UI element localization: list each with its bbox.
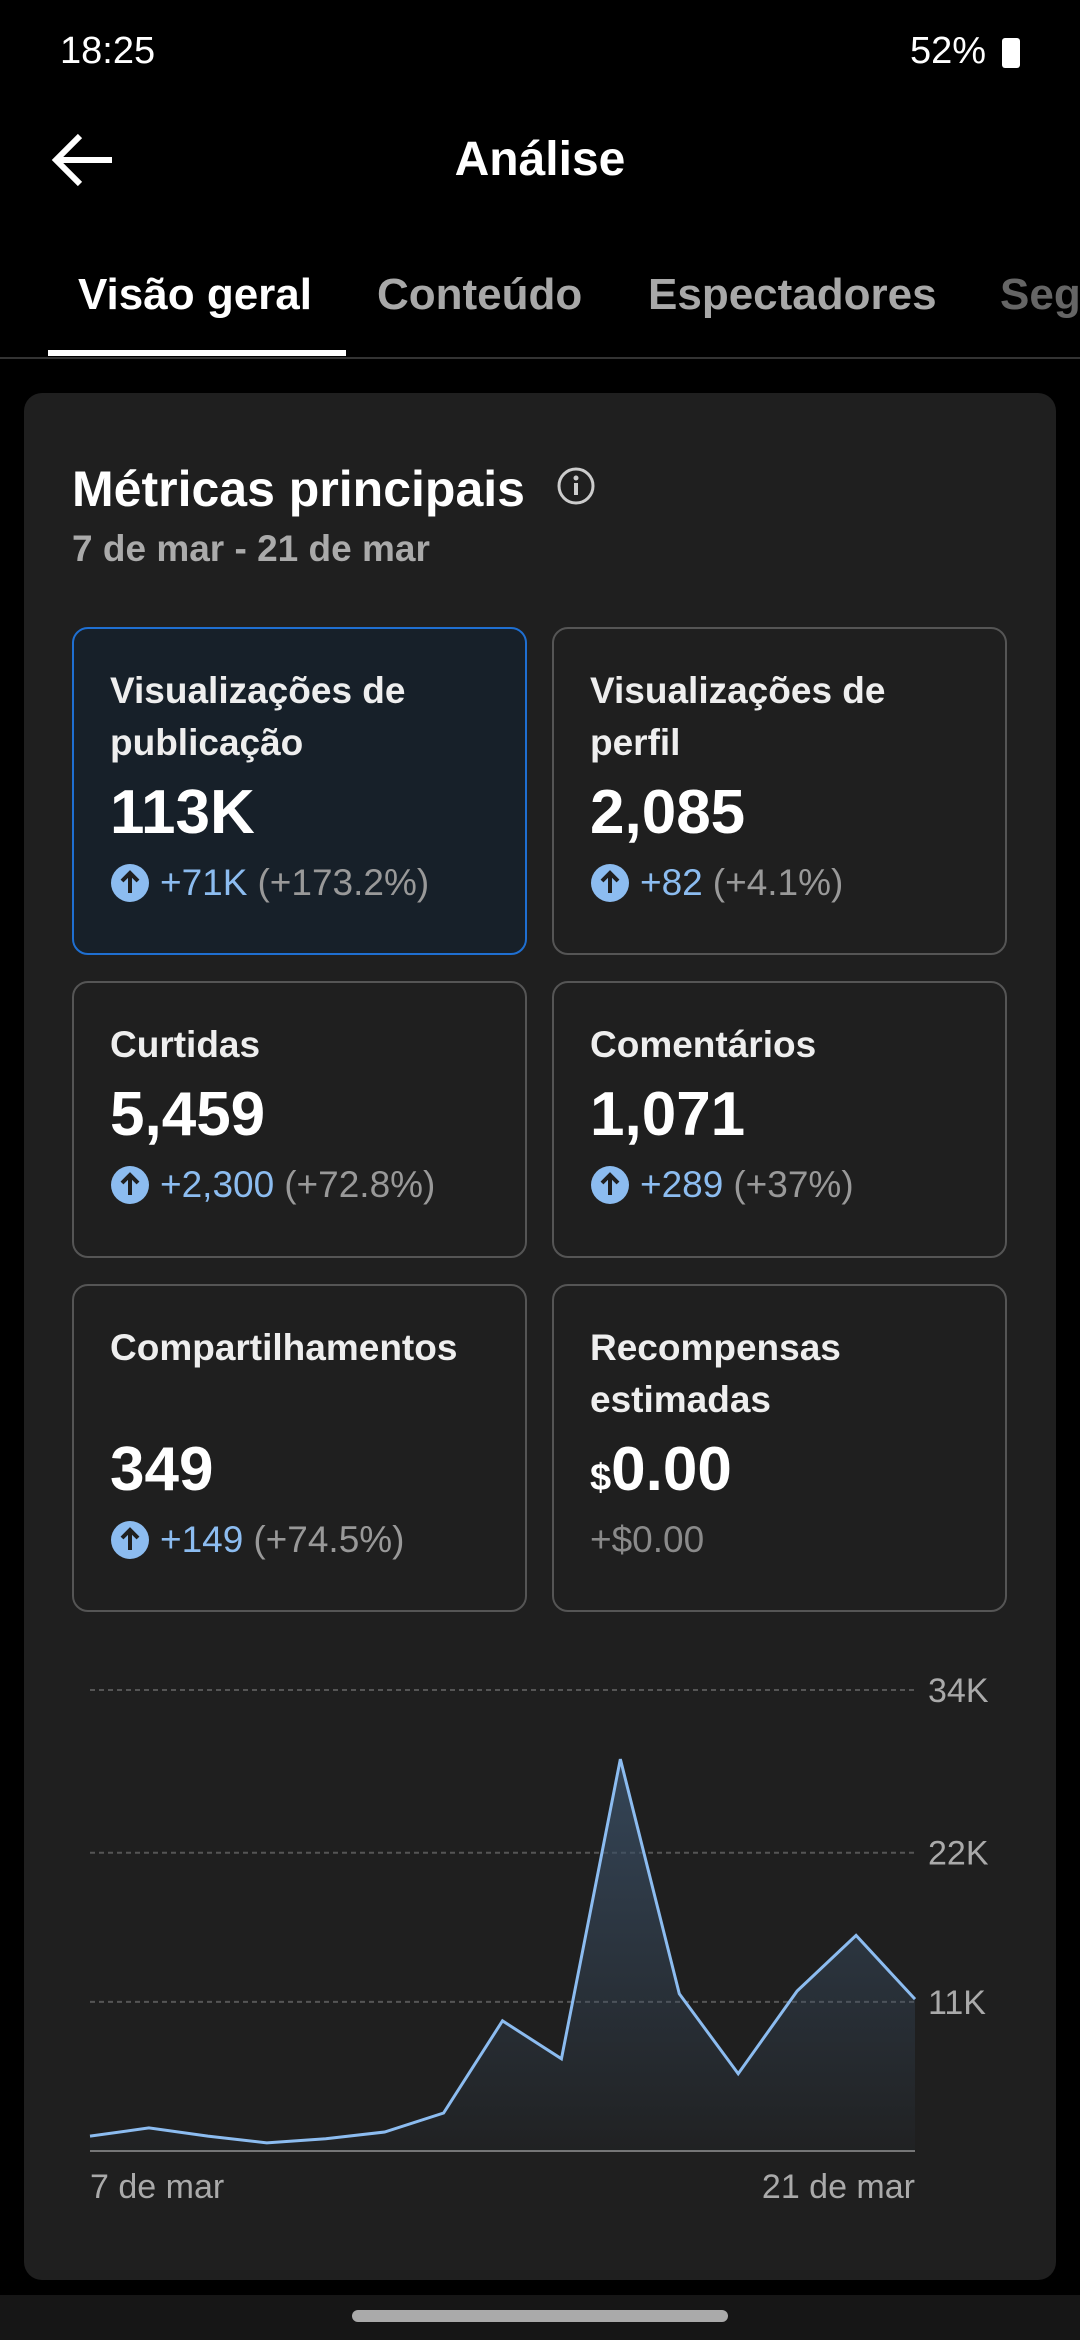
battery-icon (1002, 38, 1020, 68)
tab[interactable]: Espectadores (648, 270, 937, 319)
metric-value: 349 (110, 1435, 214, 1504)
card-title: Métricas principais (72, 461, 525, 517)
info-icon[interactable] (556, 466, 596, 506)
metric-change-pct: (+37%) (733, 1164, 854, 1205)
metric-label: Visualizações de perfil (590, 670, 886, 763)
status-time: 18:25 (60, 30, 156, 72)
up-icon (591, 1166, 629, 1204)
metric-card[interactable]: Visualizações de perfil 2,085 +82 (+4.1%) (552, 627, 1007, 955)
metric-change: +2,300 (160, 1164, 275, 1205)
up-icon (111, 1521, 149, 1559)
metric-label: Visualizações de publicação (110, 670, 406, 763)
x-tick-label: 21 de mar (762, 2168, 915, 2206)
metric-change-pct: (+72.8%) (284, 1164, 436, 1205)
metric-change-row: +289 (+37%) (590, 1164, 969, 1206)
metric-value-row: 5,459 (110, 1079, 489, 1150)
y-tick-label: 34K (928, 1672, 989, 1710)
metric-change-row: +2,300 (+72.8%) (110, 1164, 489, 1206)
metric-change-row: +149 (+74.5%) (110, 1519, 489, 1561)
metric-label: Curtidas (110, 1024, 261, 1065)
area (90, 1759, 915, 2151)
up-icon (111, 1166, 149, 1204)
metric-value: 0.00 (611, 1435, 732, 1504)
date-range: 7 de mar - 21 de mar (72, 528, 430, 569)
x-tick-label: 7 de mar (90, 2168, 224, 2206)
metric-change: +71K (160, 862, 248, 903)
header-title: Análise (454, 133, 626, 186)
metric-card[interactable]: Visualizações de publicação 113K +71K (+173… (72, 627, 527, 955)
metric-change: +82 (640, 862, 703, 903)
tab[interactable]: Seg (1000, 270, 1080, 319)
divider (0, 357, 1080, 359)
y-tick-label: 11K (928, 1984, 986, 2022)
line (89, 1758, 917, 2145)
metric-change-pct: (+4.1%) (712, 862, 844, 903)
up-icon (111, 864, 149, 902)
metric-change-pct: (+74.5%) (253, 1519, 405, 1560)
metric-currency: $ (590, 1457, 612, 1499)
metric-value: 5,459 (110, 1080, 266, 1149)
metric-change-row: +$0.00 (590, 1519, 969, 1561)
home-indicator[interactable] (352, 2310, 728, 2322)
back-button[interactable] (50, 130, 120, 190)
up-icon (591, 864, 629, 902)
metric-value-row: $0.00 (590, 1434, 969, 1505)
metric-change-pct: (+173.2%) (257, 862, 430, 903)
metric-value: 2,085 (590, 778, 746, 847)
metric-card[interactable]: Curtidas 5,459 +2,300 (+72.8%) (72, 981, 527, 1258)
metric-value-row: 113K (110, 777, 489, 848)
tab[interactable]: Visão geral (78, 270, 312, 319)
metric-value-row: 349 (110, 1434, 489, 1505)
metric-value-row: 1,071 (590, 1079, 969, 1150)
tab-indicator (48, 350, 346, 356)
metric-card[interactable]: Comentários 1,071 +289 (+37%) (552, 981, 1007, 1258)
tab[interactable]: Conteúdo (377, 270, 583, 319)
status-battery: 52% (910, 30, 987, 72)
metric-card[interactable]: Recompensas estimadas $0.00 +$0.00 (552, 1284, 1007, 1612)
metric-card[interactable]: Compartilhamentos 349 +149 (+74.5%) (72, 1284, 527, 1612)
metric-change: +149 (160, 1519, 244, 1560)
metric-value: 1,071 (590, 1080, 746, 1149)
metric-label: Recompensas estimadas (590, 1327, 841, 1420)
metric-change-row: +71K (+173.2%) (110, 862, 489, 904)
metric-label: Compartilhamentos (110, 1327, 458, 1368)
metric-change: +289 (640, 1164, 724, 1205)
metric-label: Comentários (590, 1024, 817, 1065)
y-tick-label: 22K (928, 1835, 989, 1873)
metric-value: 113K (110, 778, 255, 847)
metric-value-row: 2,085 (590, 777, 969, 848)
metric-change-row: +82 (+4.1%) (590, 862, 969, 904)
metric-change: +$0.00 (590, 1519, 705, 1560)
